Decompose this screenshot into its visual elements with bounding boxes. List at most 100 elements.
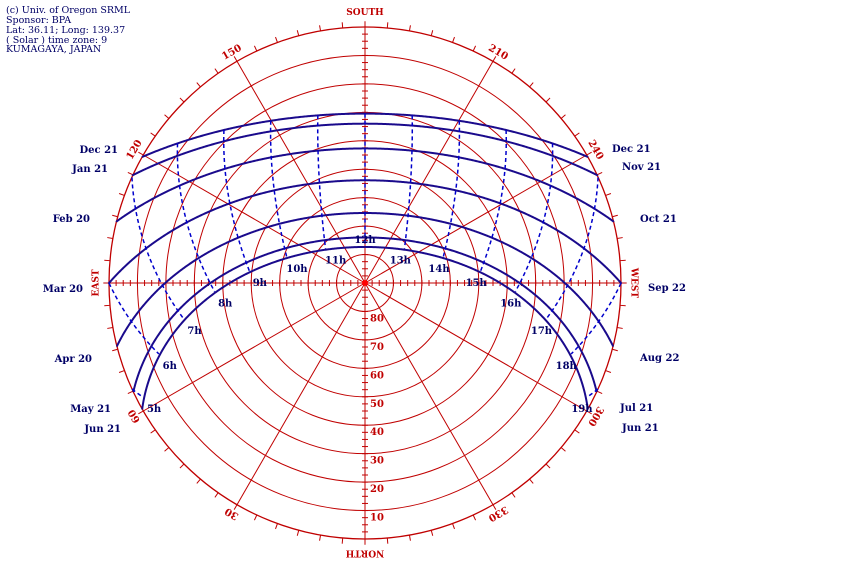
- azimuth-tick: [612, 348, 618, 352]
- azimuth-line: [364, 61, 494, 284]
- altitude-label: 40: [370, 427, 384, 438]
- date-label: Dec 21: [79, 145, 118, 156]
- azimuth-tick: [118, 193, 125, 196]
- azimuth-line: [143, 282, 366, 412]
- azimuth-tick: [118, 370, 125, 373]
- azimuth-line: [143, 154, 366, 284]
- azimuth-tick: [150, 132, 156, 137]
- azimuth-tick: [511, 68, 516, 74]
- date-label: Jun 21: [621, 423, 659, 434]
- azimuth-tick: [164, 114, 170, 119]
- azimuth-tick: [574, 132, 580, 137]
- date-label: Dec 21: [612, 144, 651, 155]
- altitude-label: 50: [370, 399, 384, 410]
- azimuth-tick: [545, 97, 551, 103]
- azimuth-tick: [605, 370, 612, 373]
- header-line: KUMAGAYA, JAPAN: [6, 44, 101, 55]
- azimuth-tick: [233, 504, 238, 510]
- azimuth-tick: [275, 36, 278, 43]
- azimuth-tick: [430, 530, 434, 536]
- azimuth-tick: [214, 68, 219, 74]
- azimuth-tick: [233, 56, 238, 62]
- date-labels-right: Dec 21 Nov 21 Oct 21 Sep 22 Aug 22 Jul 2…: [612, 144, 686, 434]
- header-line: (c) Univ. of Oregon SRML: [6, 5, 131, 16]
- azimuth-tick: [107, 237, 113, 240]
- azimuth-tick: [545, 463, 551, 469]
- hour-label: 14h: [428, 264, 450, 275]
- azimuth-line: [364, 282, 587, 412]
- azimuth-tick: [296, 530, 300, 536]
- azimuth-tick: [253, 514, 258, 521]
- azimuth-tick: [560, 447, 566, 452]
- hour-line: [269, 120, 288, 258]
- hour-label: 6h: [163, 361, 178, 372]
- hour-line: [131, 177, 185, 320]
- hour-label: 12h: [354, 235, 376, 246]
- hour-label: 15h: [466, 278, 488, 289]
- date-labels-left: Dec 21 Jan 21 Feb 20 Mar 20 Apr 20 May 2…: [43, 145, 121, 435]
- sun-paths: 5h 6h 7h 8h 9h 10h 11h 12h 13h 14h 15h 16h 17h 18h 19h: [107, 112, 623, 415]
- header: (c) Univ. of Oregon SRML Sponsor: BPA La…: [6, 5, 131, 55]
- date-label: Feb 20: [53, 214, 90, 225]
- altitude-label: 60: [370, 370, 384, 381]
- azimuth-tick: [596, 390, 603, 395]
- azimuth-tick: [408, 25, 411, 31]
- hour-line: [222, 129, 251, 272]
- hour-label: 17h: [531, 326, 553, 337]
- altitude-label: 30: [370, 456, 384, 467]
- hour-line: [570, 282, 622, 355]
- azimuth-tick: [150, 429, 156, 434]
- azimuth-tick: [127, 390, 134, 395]
- azimuth-tick: [617, 326, 623, 329]
- azimuth-tick: [430, 30, 434, 36]
- date-label: Oct 21: [640, 214, 677, 225]
- hour-line: [586, 388, 599, 398]
- azimuth-line: [236, 61, 366, 284]
- hour-label: 9h: [253, 278, 268, 289]
- date-label: Jan 21: [71, 164, 108, 175]
- azimuth-tick: [492, 56, 497, 62]
- azimuth-tick: [529, 82, 534, 88]
- date-label: Mar 20: [43, 284, 83, 295]
- azimuth-tick: [138, 410, 144, 415]
- azimuth-tick: [472, 45, 477, 52]
- compass-east: EAST: [92, 269, 102, 296]
- hour-label: 7h: [187, 326, 202, 337]
- azimuth-tick: [319, 25, 322, 31]
- hour-label: 8h: [218, 299, 233, 310]
- azimuth-tick: [214, 492, 219, 498]
- azimuth-tick: [529, 478, 534, 484]
- altitude-label: 10: [370, 513, 384, 524]
- azimuth-tick: [196, 82, 201, 88]
- hour-line: [514, 143, 554, 292]
- date-label: Apr 20: [54, 354, 92, 365]
- azimuth-tick: [408, 535, 411, 541]
- hour-line: [316, 115, 327, 249]
- header-line: Sponsor: BPA: [6, 15, 71, 26]
- azimuth-tick: [560, 114, 566, 119]
- azimuth-tick: [617, 237, 623, 240]
- compass-west: WEST: [629, 267, 639, 298]
- hour-line: [545, 177, 599, 320]
- azimuth-line: [364, 282, 494, 505]
- header-line: Lat: 36.11; Long: 139.37: [6, 25, 125, 36]
- azimuth-tick: [196, 478, 201, 484]
- altitude-label: 20: [370, 484, 384, 495]
- azimuth-tick: [472, 514, 477, 521]
- azimuth-tick: [138, 151, 144, 156]
- azimuth-tick: [319, 535, 322, 541]
- hour-label: 19h: [571, 404, 593, 415]
- center-dot: [362, 280, 368, 286]
- altitude-label: 70: [370, 342, 384, 353]
- azimuth-tick: [452, 36, 455, 43]
- azimuth-tick: [107, 326, 113, 329]
- azimuth-tick: [179, 463, 185, 469]
- azimuth-tick: [164, 447, 170, 452]
- compass-north: NORTH: [345, 548, 384, 558]
- hour-label: 11h: [325, 256, 347, 267]
- hour-line: [176, 143, 216, 292]
- altitude-label: 80: [370, 313, 384, 324]
- hour-line: [108, 282, 160, 355]
- azimuth-tick: [179, 97, 185, 103]
